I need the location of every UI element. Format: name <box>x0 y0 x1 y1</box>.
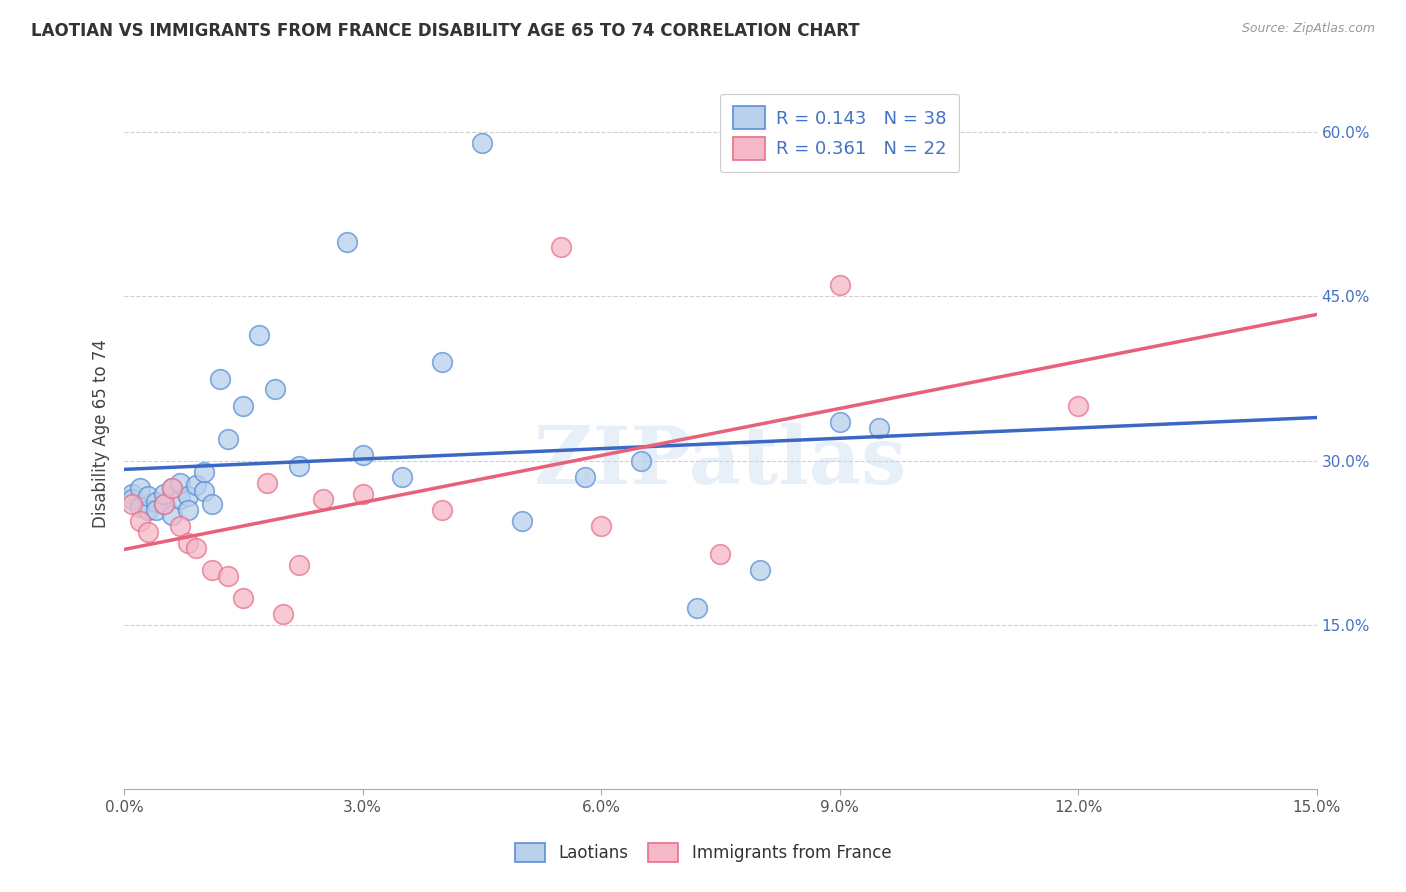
Point <box>430 355 453 369</box>
Point <box>217 568 239 582</box>
Point <box>201 563 224 577</box>
Point <box>160 508 183 523</box>
Point <box>1067 399 1090 413</box>
Point <box>510 514 533 528</box>
Point <box>256 475 278 490</box>
Point <box>153 498 176 512</box>
Point <box>749 563 772 577</box>
Point <box>271 607 294 621</box>
Point <box>208 371 231 385</box>
Point <box>145 503 167 517</box>
Point <box>430 503 453 517</box>
Point <box>247 327 270 342</box>
Point <box>121 491 143 506</box>
Text: Source: ZipAtlas.com: Source: ZipAtlas.com <box>1241 22 1375 36</box>
Point <box>352 448 374 462</box>
Point <box>193 484 215 499</box>
Point <box>336 235 359 249</box>
Text: ZIPatlas: ZIPatlas <box>534 423 907 500</box>
Point <box>391 470 413 484</box>
Point <box>136 524 159 539</box>
Point <box>184 477 207 491</box>
Point <box>177 536 200 550</box>
Point <box>288 558 311 572</box>
Point <box>136 489 159 503</box>
Point <box>153 498 176 512</box>
Point <box>184 541 207 556</box>
Point <box>177 489 200 503</box>
Point <box>630 453 652 467</box>
Legend: R = 0.143   N = 38, R = 0.361   N = 22: R = 0.143 N = 38, R = 0.361 N = 22 <box>720 94 959 172</box>
Point <box>169 475 191 490</box>
Point <box>193 465 215 479</box>
Point <box>153 486 176 500</box>
Point <box>471 136 494 150</box>
Text: LAOTIAN VS IMMIGRANTS FROM FRANCE DISABILITY AGE 65 TO 74 CORRELATION CHART: LAOTIAN VS IMMIGRANTS FROM FRANCE DISABI… <box>31 22 859 40</box>
Point <box>828 415 851 429</box>
Point <box>136 503 159 517</box>
Point <box>685 601 707 615</box>
Point <box>177 503 200 517</box>
Point <box>169 519 191 533</box>
Point <box>709 547 731 561</box>
Point <box>591 519 613 533</box>
Y-axis label: Disability Age 65 to 74: Disability Age 65 to 74 <box>93 339 110 528</box>
Point <box>160 481 183 495</box>
Point <box>217 432 239 446</box>
Point <box>121 498 143 512</box>
Point <box>145 495 167 509</box>
Point <box>121 486 143 500</box>
Point <box>201 498 224 512</box>
Point <box>288 459 311 474</box>
Point <box>129 500 152 514</box>
Point <box>352 486 374 500</box>
Point <box>574 470 596 484</box>
Point <box>264 383 287 397</box>
Point <box>312 491 335 506</box>
Legend: Laotians, Immigrants from France: Laotians, Immigrants from France <box>506 834 900 871</box>
Point <box>169 491 191 506</box>
Point <box>129 514 152 528</box>
Point <box>160 481 183 495</box>
Point <box>868 421 890 435</box>
Point <box>232 591 254 605</box>
Point <box>232 399 254 413</box>
Point <box>550 240 572 254</box>
Point <box>828 278 851 293</box>
Point <box>129 481 152 495</box>
